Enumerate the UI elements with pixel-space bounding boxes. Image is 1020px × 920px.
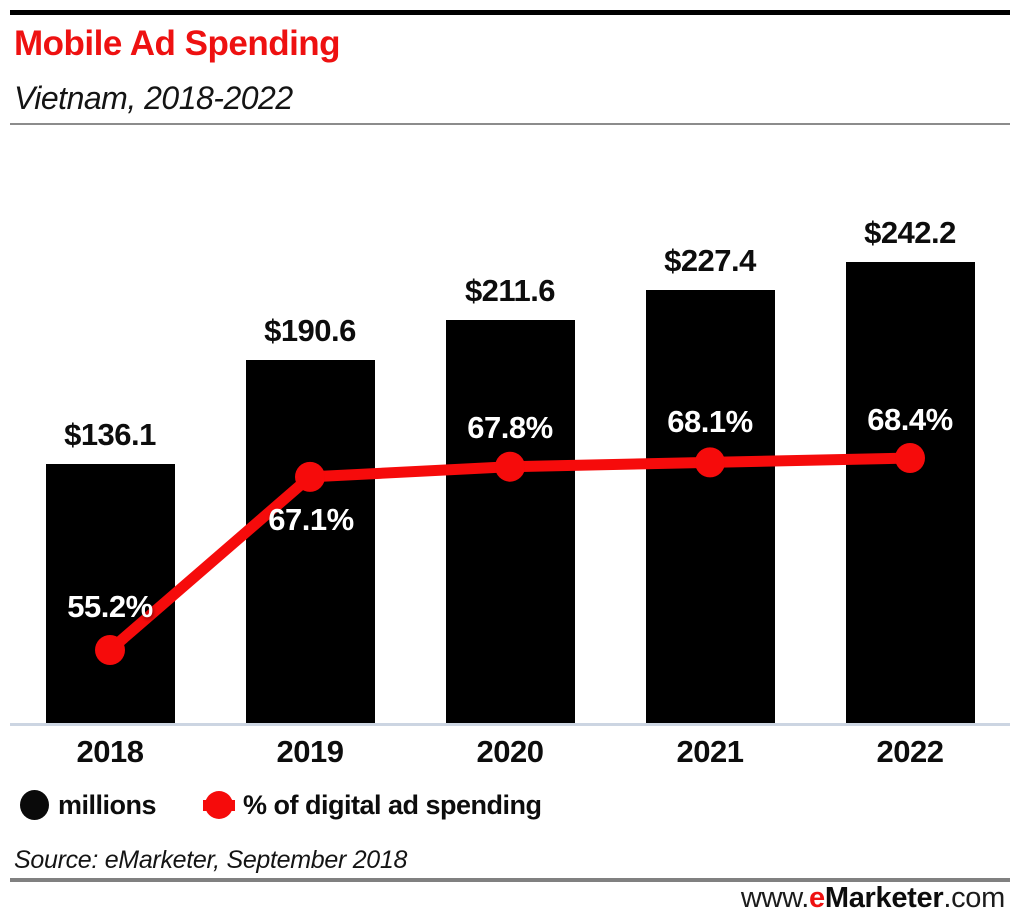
percent-label-2022: 68.4% — [867, 402, 953, 437]
top-accent-bar — [10, 10, 1010, 15]
x-axis-label-2022: 2022 — [876, 734, 944, 769]
bar-series-legend-icon — [20, 790, 49, 820]
bar-value-label-2020: $211.6 — [464, 273, 556, 308]
percent-label-2021: 68.1% — [667, 404, 753, 440]
x-axis-label-2020: 2020 — [476, 734, 544, 769]
website-link[interactable]: www.eMarketer.com — [741, 882, 1005, 915]
source-note: Source: eMarketer, September 2018 — [14, 846, 408, 874]
bar-value-label-2019: $190.6 — [264, 313, 356, 348]
x-axis-label-2018: 2018 — [76, 734, 144, 769]
bar-value-label-2018: $136.1 — [64, 417, 156, 452]
site-e: e — [809, 882, 825, 914]
legend-label-millions: millions — [58, 790, 157, 820]
x-axis-label-2019: 2019 — [276, 734, 344, 769]
page-title: Mobile Ad Spending — [14, 24, 341, 63]
site-marketer: Marketer — [824, 882, 944, 914]
header-divider — [10, 123, 1010, 125]
percent-label-2020: 67.8% — [467, 409, 553, 445]
percent-label-2019: 67.1% — [268, 501, 354, 537]
line-series-legend-icon — [203, 790, 235, 820]
footer-divider — [10, 878, 1010, 882]
chart-area: $136.1 2018 $190.6 2019 $211.6 2020 $227.4 2021… — [0, 140, 1020, 769]
bar-2022 — [845, 262, 975, 723]
site-com: .com — [943, 882, 1005, 914]
bar-value-label-2021: $227.4 — [664, 243, 756, 278]
legend: millions % of digital ad spending — [0, 789, 1020, 823]
x-axis-line — [10, 723, 1010, 726]
bar-value-label-2022: $242.2 — [864, 215, 956, 250]
page-subtitle: Vietnam, 2018-2022 — [14, 80, 293, 116]
bar-2020 — [445, 320, 575, 723]
legend-dot — [205, 791, 233, 819]
percent-label-2018: 55.2% — [67, 589, 153, 624]
bar-2019 — [245, 360, 375, 723]
bar-2021 — [645, 290, 775, 723]
legend-label-percent: % of digital ad spending — [243, 790, 542, 820]
site-www: www. — [740, 882, 809, 914]
x-axis-label-2021: 2021 — [676, 734, 744, 769]
